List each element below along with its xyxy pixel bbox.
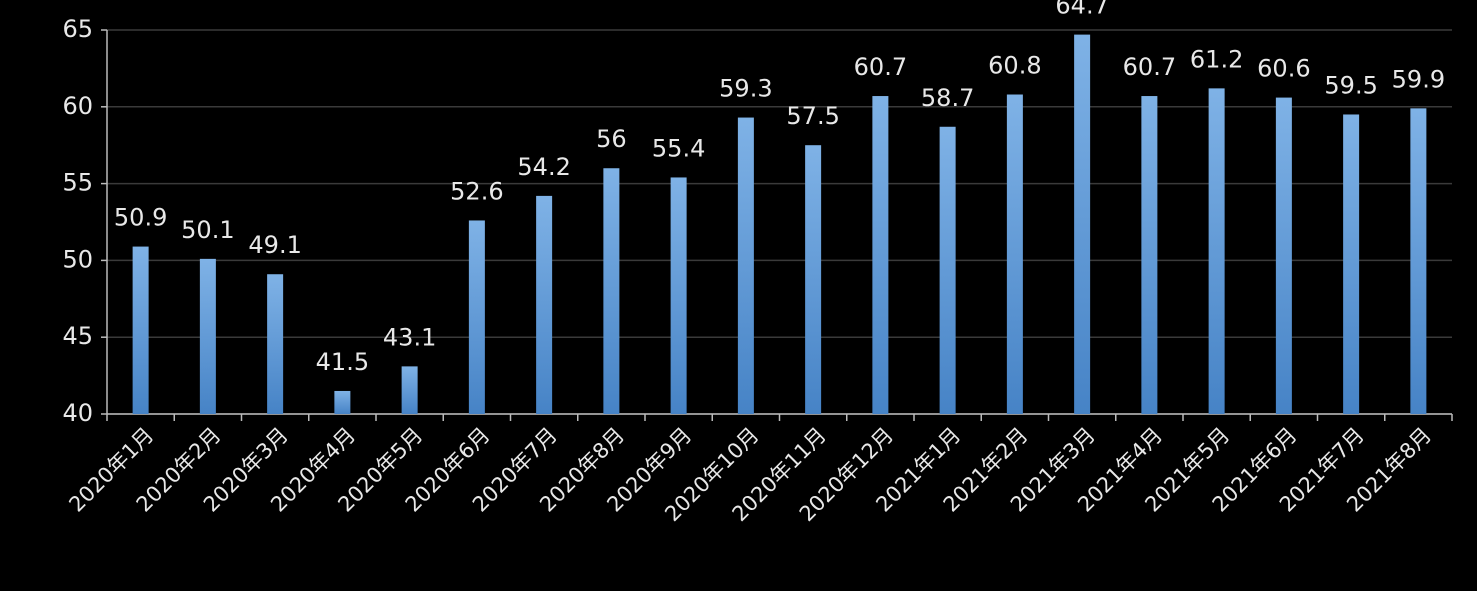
- bar: [468, 220, 485, 414]
- y-tick-label: 60: [62, 92, 93, 120]
- value-label: 60.8: [988, 52, 1041, 80]
- value-label: 60.6: [1257, 55, 1310, 83]
- value-label: 59.9: [1392, 65, 1445, 93]
- y-tick-label: 50: [62, 245, 93, 273]
- bar: [1006, 94, 1023, 415]
- bar: [199, 258, 216, 414]
- bar: [401, 366, 418, 414]
- value-label: 60.7: [854, 53, 907, 81]
- value-label: 57.5: [786, 102, 839, 130]
- value-label: 52.6: [450, 177, 503, 205]
- y-tick-label: 65: [62, 15, 93, 43]
- bar: [603, 168, 620, 414]
- value-label: 58.7: [921, 84, 974, 112]
- value-label: 50.1: [181, 216, 234, 244]
- value-label: 60.7: [1123, 53, 1176, 81]
- value-label: 59.5: [1324, 71, 1377, 99]
- bar: [1275, 97, 1292, 415]
- value-label: 41.5: [316, 348, 369, 376]
- bar: [1208, 88, 1225, 415]
- bar: [737, 117, 754, 414]
- value-label: 55.4: [652, 134, 705, 162]
- bar: [1343, 114, 1360, 414]
- value-label: 59.3: [719, 75, 772, 103]
- bar: [872, 96, 889, 414]
- value-label: 64.7: [1055, 0, 1108, 20]
- bar: [670, 177, 687, 414]
- bar: [1410, 108, 1427, 414]
- value-label: 56: [596, 125, 627, 153]
- bar: [334, 390, 351, 414]
- y-tick-label: 55: [62, 169, 93, 197]
- bar: [939, 126, 956, 414]
- bar: [1141, 96, 1158, 414]
- value-label: 49.1: [248, 231, 301, 259]
- value-label: 50.9: [114, 204, 167, 232]
- bar: [1074, 34, 1091, 414]
- value-label: 43.1: [383, 323, 436, 351]
- y-tick-label: 40: [62, 399, 93, 427]
- bar: [805, 145, 822, 414]
- bar: [536, 195, 553, 414]
- bar: [132, 246, 149, 414]
- bar: [267, 274, 284, 414]
- value-label: 54.2: [517, 153, 570, 181]
- value-label: 61.2: [1190, 45, 1243, 73]
- y-tick-label: 45: [62, 322, 93, 350]
